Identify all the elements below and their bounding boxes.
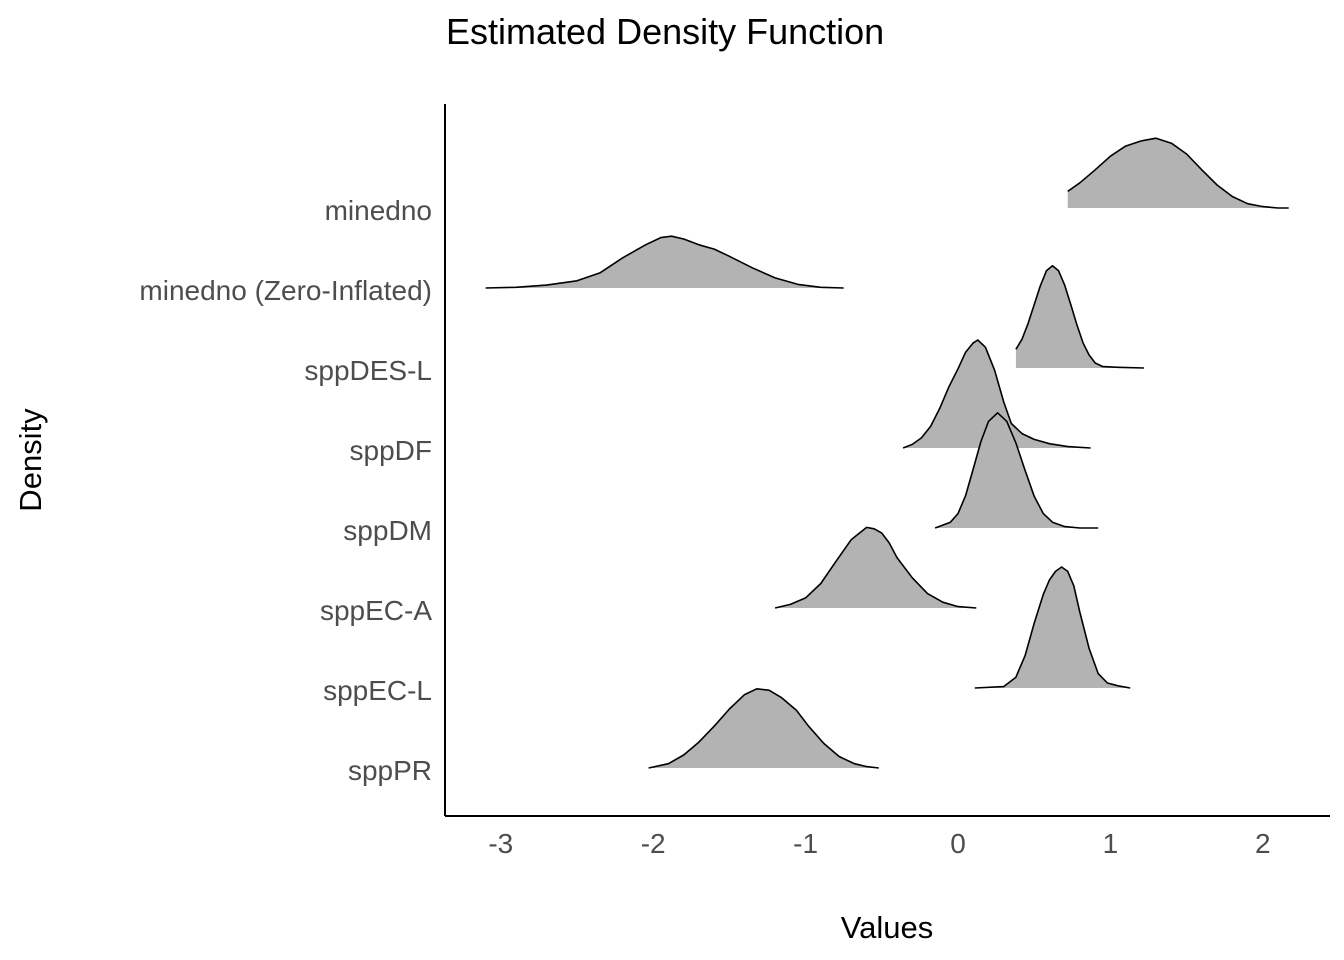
ridge-fill-sppdm (935, 412, 1099, 528)
y-tick-label: sppDF (350, 435, 432, 466)
ridge-line-minedno-zero-inflated- (485, 235, 844, 289)
ridge-line-sppdm (934, 412, 1099, 529)
y-axis-title: Density (13, 408, 48, 512)
ridge-line-sppec-a (774, 526, 977, 609)
y-tick-label: sppDES-L (304, 355, 432, 386)
ridge-fill-sppdes-l (1015, 265, 1144, 368)
ridge-fill-sppec-l (974, 567, 1131, 688)
y-tick-label: sppPR (348, 755, 432, 786)
x-tick-label: 1 (1103, 828, 1119, 859)
ridge-fill-sppec-a (775, 527, 977, 608)
y-tick-label: sppEC-L (323, 675, 432, 706)
x-tick-label: -1 (793, 828, 818, 859)
x-tick-label: 0 (950, 828, 966, 859)
x-tick-label: 2 (1255, 828, 1271, 859)
chart-title: Estimated Density Function (446, 11, 884, 52)
ridge-fill-minedno (1067, 138, 1289, 208)
x-tick-label: -2 (641, 828, 666, 859)
ridge-line-spppr (648, 688, 879, 769)
ridge-fill-spppr (648, 688, 879, 768)
ridge-fill-minedno-zero-inflated- (485, 236, 844, 288)
y-tick-label: sppEC-A (320, 595, 432, 626)
y-tick-label: minedno (Zero-Inflated) (139, 275, 432, 306)
ridges-layer (485, 137, 1289, 769)
x-tick-label: -3 (488, 828, 513, 859)
x-axis-title: Values (841, 910, 934, 945)
x-tick-labels: -3 -2 -1 0 1 2 (488, 828, 1270, 859)
y-tick-labels: sppPR sppEC-L sppEC-A sppDM sppDF sppDES-L min… (139, 195, 432, 786)
ridge-line-sppdes-l (1015, 265, 1144, 369)
ridge-line-sppdf (902, 339, 1091, 449)
ridge-line-sppec-l (974, 566, 1131, 689)
y-tick-label: sppDM (343, 515, 432, 546)
ridge-fill-sppdf (903, 340, 1091, 448)
y-tick-label: minedno (325, 195, 432, 226)
ridge-line-minedno (1067, 137, 1289, 209)
